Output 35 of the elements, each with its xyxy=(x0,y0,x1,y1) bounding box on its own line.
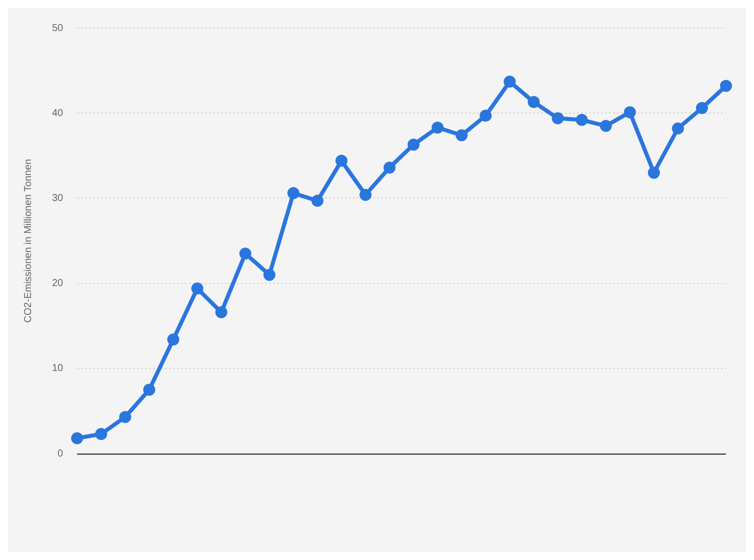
point xyxy=(143,384,156,396)
point xyxy=(672,122,684,134)
point xyxy=(335,154,348,167)
point xyxy=(456,129,468,142)
y-tick-label: 30 xyxy=(52,192,64,204)
point xyxy=(504,76,516,88)
point xyxy=(384,162,396,174)
point xyxy=(360,188,372,201)
point xyxy=(408,138,420,151)
y-tick-label: 10 xyxy=(52,363,64,374)
y-tick-label: 40 xyxy=(52,108,64,119)
point xyxy=(552,112,564,124)
point xyxy=(528,96,540,108)
y-tick-label: 50 xyxy=(52,22,64,34)
point xyxy=(720,80,732,92)
point xyxy=(696,102,708,114)
point xyxy=(311,194,324,207)
y-tick-label: 20 xyxy=(52,278,64,290)
point xyxy=(432,122,444,134)
point xyxy=(480,110,492,122)
point xyxy=(576,114,588,126)
point xyxy=(71,432,84,444)
point xyxy=(119,411,132,423)
point xyxy=(191,282,204,294)
point xyxy=(287,187,300,200)
point xyxy=(263,268,276,281)
point xyxy=(95,428,108,440)
y-tick-label: 0 xyxy=(58,448,64,460)
y-axis-title: CO2-Emissionen in Millionen Tonnen xyxy=(22,158,34,323)
point xyxy=(239,248,252,260)
point xyxy=(167,334,180,346)
point xyxy=(600,120,612,132)
point xyxy=(624,106,636,118)
point xyxy=(215,306,228,318)
point xyxy=(648,166,660,179)
